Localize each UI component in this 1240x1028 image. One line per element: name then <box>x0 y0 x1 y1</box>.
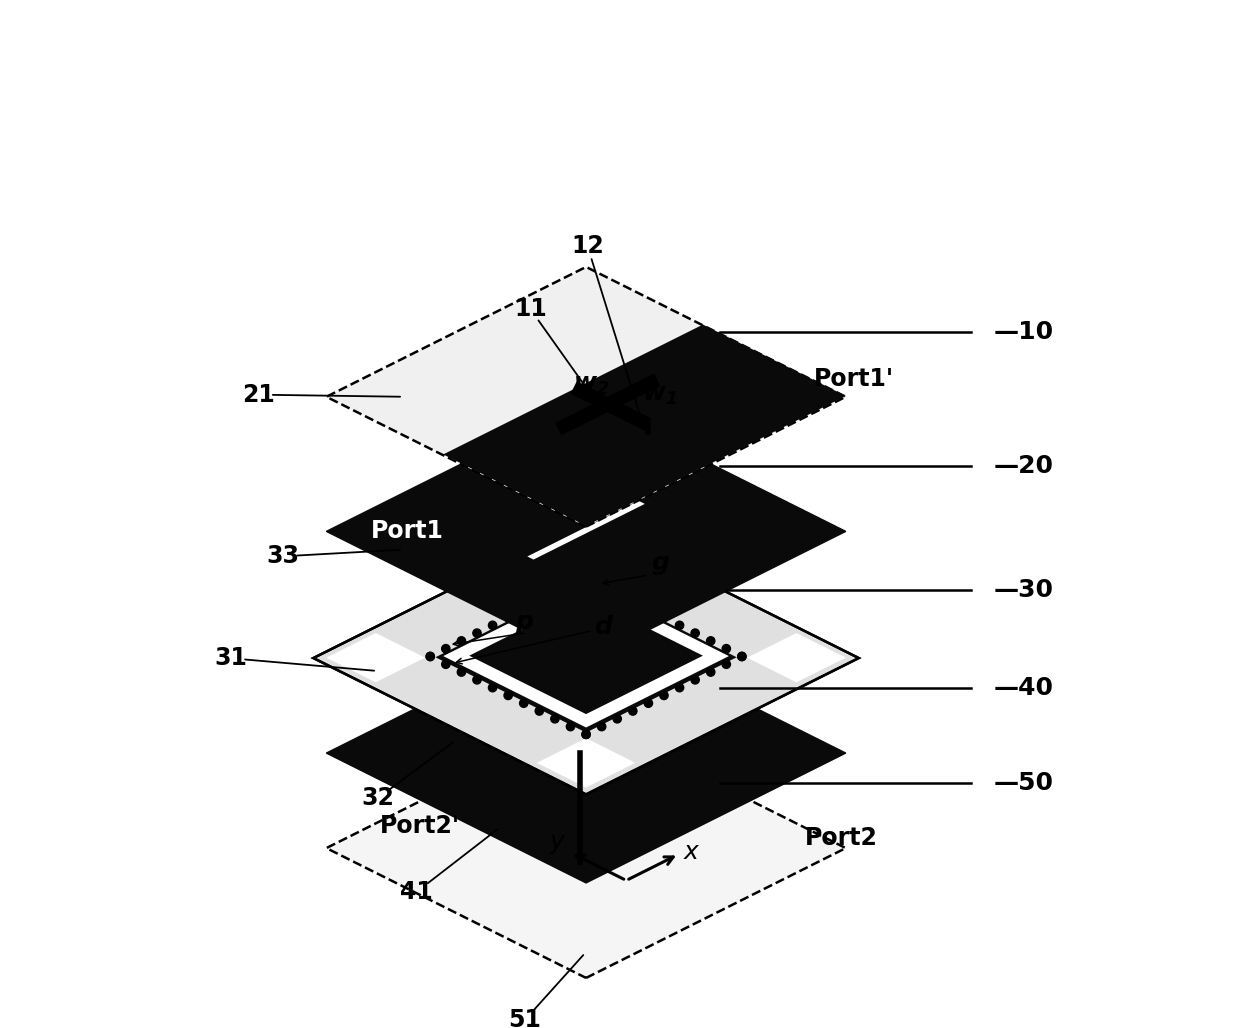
Polygon shape <box>326 402 846 661</box>
Circle shape <box>738 653 746 661</box>
Circle shape <box>613 714 621 723</box>
Text: $x$: $x$ <box>683 840 701 864</box>
Circle shape <box>691 675 699 684</box>
Text: 32: 32 <box>361 786 394 810</box>
Text: 33: 33 <box>267 544 300 568</box>
Circle shape <box>551 590 559 598</box>
Circle shape <box>472 629 481 637</box>
Circle shape <box>489 684 497 692</box>
Circle shape <box>458 636 465 645</box>
Polygon shape <box>443 325 846 526</box>
Polygon shape <box>326 267 846 526</box>
Text: —10: —10 <box>993 320 1054 343</box>
Polygon shape <box>326 623 846 883</box>
Text: 31: 31 <box>215 647 248 670</box>
Text: $\bfit{d}$: $\bfit{d}$ <box>594 616 614 639</box>
Circle shape <box>567 723 574 731</box>
Circle shape <box>582 575 590 583</box>
Circle shape <box>645 605 652 614</box>
Text: $\bfit{p}$: $\bfit{p}$ <box>516 612 534 636</box>
Circle shape <box>676 621 683 629</box>
Circle shape <box>691 629 699 637</box>
Circle shape <box>722 660 730 668</box>
Circle shape <box>427 653 434 661</box>
Circle shape <box>441 660 450 668</box>
Circle shape <box>458 668 465 676</box>
Circle shape <box>707 636 715 645</box>
Circle shape <box>441 645 450 653</box>
Text: —30: —30 <box>993 578 1053 601</box>
Text: $y$: $y$ <box>549 832 567 856</box>
Circle shape <box>613 590 621 598</box>
Circle shape <box>598 723 606 731</box>
Polygon shape <box>435 582 737 733</box>
Polygon shape <box>314 522 859 795</box>
Text: 41: 41 <box>401 880 433 904</box>
Text: $\bfit{w_2}$: $\bfit{w_2}$ <box>573 373 610 397</box>
Circle shape <box>582 730 590 738</box>
Circle shape <box>503 691 512 700</box>
Circle shape <box>629 598 637 607</box>
Polygon shape <box>559 738 631 774</box>
Circle shape <box>707 668 715 676</box>
Circle shape <box>676 684 683 692</box>
Circle shape <box>503 614 512 622</box>
Text: 51: 51 <box>508 1008 541 1028</box>
Text: $\bfit{w_1}$: $\bfit{w_1}$ <box>641 383 677 407</box>
Polygon shape <box>527 501 645 559</box>
Text: —20: —20 <box>993 454 1053 478</box>
Circle shape <box>660 691 668 700</box>
Text: Port2': Port2' <box>379 814 460 838</box>
Circle shape <box>567 582 574 590</box>
Polygon shape <box>326 719 846 978</box>
Circle shape <box>520 699 528 707</box>
Text: Port2: Port2 <box>805 827 878 850</box>
Circle shape <box>472 675 481 684</box>
Circle shape <box>582 575 590 583</box>
Circle shape <box>536 707 543 715</box>
Circle shape <box>427 653 434 661</box>
Text: $\bfit{g}$: $\bfit{g}$ <box>651 553 670 577</box>
Polygon shape <box>443 585 729 728</box>
Circle shape <box>489 621 497 629</box>
Circle shape <box>645 699 652 707</box>
Text: —40: —40 <box>993 676 1053 700</box>
Polygon shape <box>326 633 425 683</box>
Circle shape <box>629 707 637 715</box>
Circle shape <box>520 605 528 614</box>
Polygon shape <box>469 597 703 714</box>
Circle shape <box>738 653 746 661</box>
Text: 11: 11 <box>515 297 547 321</box>
Circle shape <box>536 598 543 607</box>
Text: —50: —50 <box>993 771 1053 796</box>
Circle shape <box>551 714 559 723</box>
Circle shape <box>582 730 590 738</box>
Circle shape <box>660 614 668 622</box>
Circle shape <box>598 582 606 590</box>
Polygon shape <box>537 738 635 787</box>
Polygon shape <box>537 527 635 577</box>
Circle shape <box>722 645 730 653</box>
Text: Port1': Port1' <box>815 367 894 391</box>
Text: 21: 21 <box>243 382 275 407</box>
Text: Port1: Port1 <box>371 519 444 543</box>
Polygon shape <box>746 633 846 683</box>
Text: 12: 12 <box>572 233 604 258</box>
